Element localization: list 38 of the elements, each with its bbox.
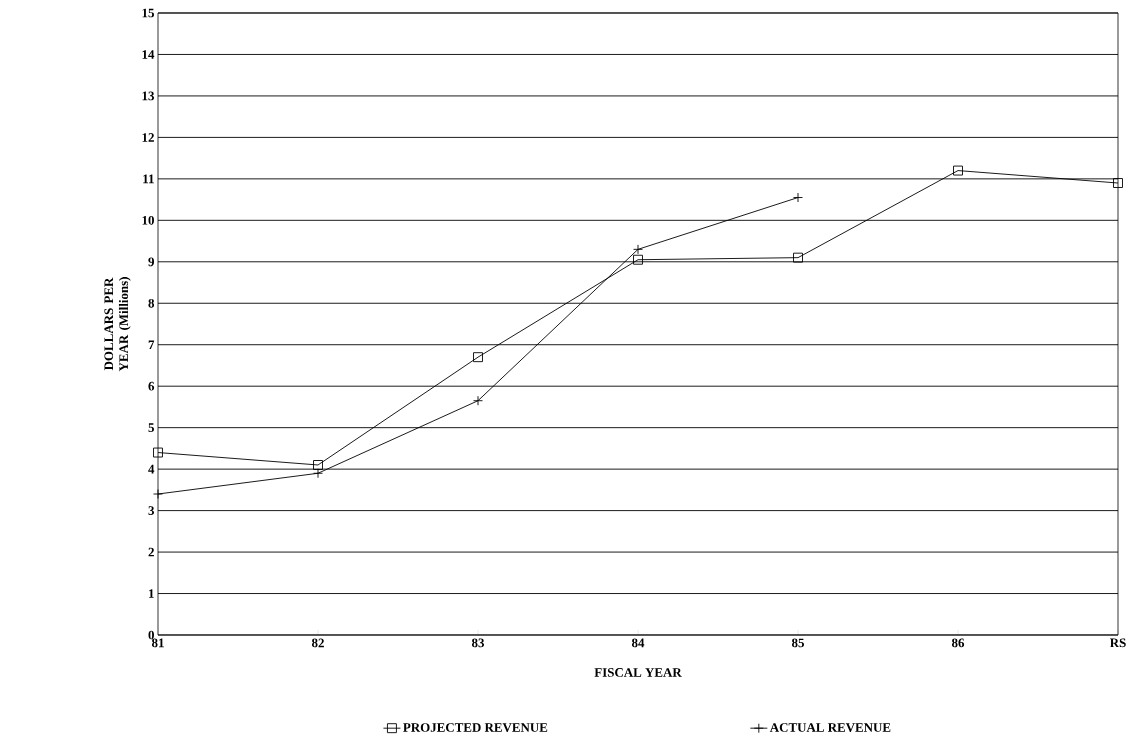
x-tick-label: 81 bbox=[151, 638, 164, 648]
legend-label: PROJECTED REVENUE bbox=[403, 723, 548, 732]
x-axis-title: FISCAL YEAR bbox=[594, 668, 682, 677]
point bbox=[473, 395, 483, 406]
point bbox=[793, 252, 803, 263]
point bbox=[473, 352, 483, 363]
x-tick-label: 86 bbox=[951, 638, 965, 648]
y-tick-label: 2 bbox=[148, 547, 154, 557]
y-tick-label: 6 bbox=[148, 381, 155, 391]
point bbox=[313, 468, 323, 479]
y-tick-label: 4 bbox=[148, 464, 155, 474]
point bbox=[953, 165, 963, 176]
x-tick-label: 85 bbox=[791, 638, 804, 648]
y-tick-label: 1 bbox=[149, 589, 154, 598]
y-tick-label: 3 bbox=[148, 506, 155, 515]
y-tick-label: 10 bbox=[142, 215, 154, 225]
y-tick-label: 9 bbox=[148, 257, 155, 267]
y-tick-label: 0 bbox=[148, 630, 154, 640]
y-tick-label: 5 bbox=[148, 423, 154, 432]
y-axis-title: DOLLARS PER YEAR (Millions) bbox=[104, 277, 131, 372]
y-tick-label: 14 bbox=[142, 50, 155, 59]
point bbox=[153, 489, 163, 499]
point bbox=[633, 244, 643, 255]
x-tick-label: 83 bbox=[471, 638, 485, 648]
x-tick-label: 82 bbox=[311, 638, 324, 648]
point bbox=[633, 254, 643, 265]
y-tick-label: 11 bbox=[143, 174, 154, 184]
point bbox=[153, 447, 163, 458]
y-tick-label: 7 bbox=[148, 340, 155, 349]
point bbox=[1113, 178, 1123, 188]
point bbox=[313, 460, 323, 470]
y-tick-label: 12 bbox=[142, 133, 154, 142]
x-tick-label: 84 bbox=[631, 638, 645, 648]
y-tick-label: 13 bbox=[142, 91, 155, 101]
x-tick-label: RS bbox=[1109, 638, 1126, 648]
legend-label: ACTUAL REVENUE bbox=[769, 723, 891, 732]
y-tick-label: 8 bbox=[148, 298, 155, 308]
y-tick-label: 15 bbox=[142, 8, 154, 18]
